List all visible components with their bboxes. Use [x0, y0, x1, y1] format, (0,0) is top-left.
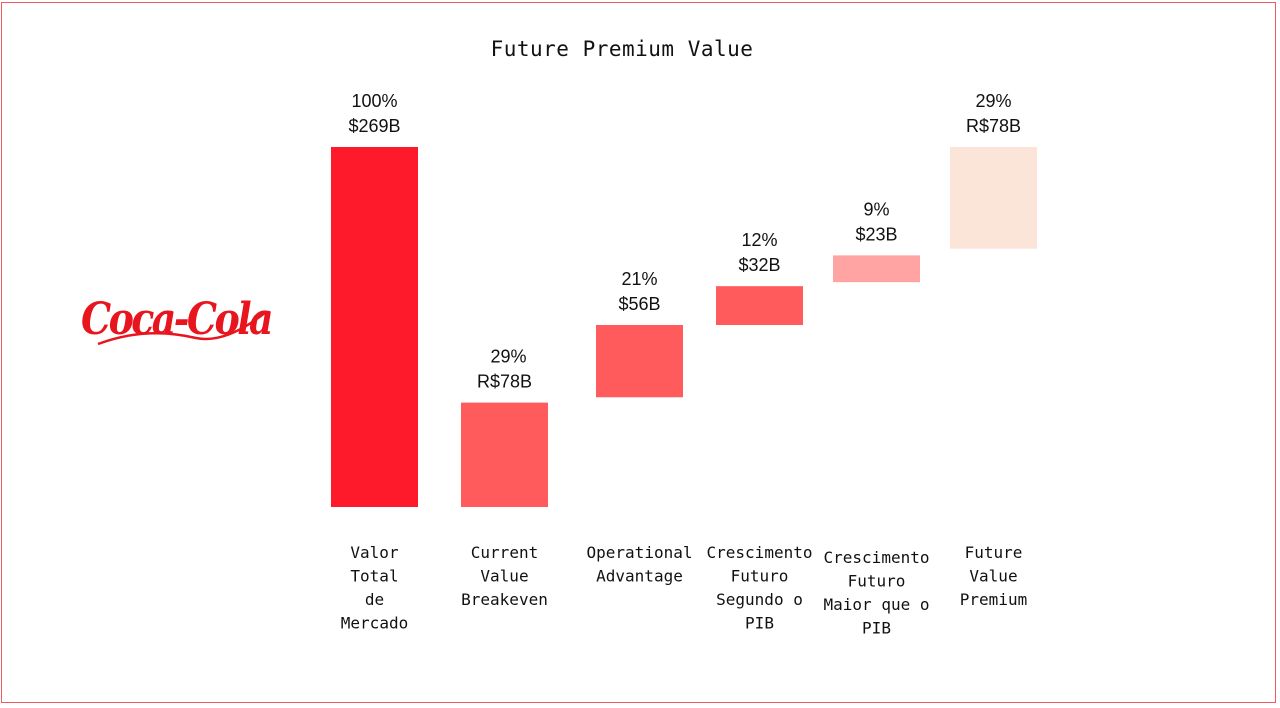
bar-value-label: $32B	[738, 255, 780, 275]
category-label: Value	[480, 567, 528, 586]
category-label: Mercado	[341, 614, 408, 633]
category-label: Total	[350, 567, 398, 586]
logo-swoosh	[97, 311, 267, 346]
category-label: Segundo o	[716, 590, 803, 609]
logo-text: Coca-Cola	[81, 294, 271, 345]
bar-pct-label: 9%	[863, 199, 889, 219]
category-label: Premium	[960, 590, 1027, 609]
category-label: Advantage	[596, 567, 683, 586]
bar-pct-label: 21%	[621, 269, 657, 289]
category-label: Operational	[587, 543, 693, 562]
bar-pct-label: 12%	[741, 230, 777, 250]
bar-pct-label: 29%	[975, 91, 1011, 111]
bar-4	[833, 255, 920, 283]
bar-1	[461, 402, 548, 507]
category-label: Future	[965, 543, 1023, 562]
coca-cola-logo: Coca-Cola	[81, 294, 274, 346]
category-label: Crescimento	[707, 543, 813, 562]
bar-3	[716, 286, 803, 325]
bar-2	[596, 324, 683, 398]
category-label: Current	[471, 543, 538, 562]
bar-value-label: $23B	[855, 224, 897, 244]
category-label: PIB	[862, 619, 891, 638]
bar-0	[331, 147, 418, 507]
category-label: Maior que o	[824, 595, 930, 614]
category-label: Valor	[350, 543, 399, 562]
category-label: Value	[969, 567, 1017, 586]
bar-pct-label: 100%	[351, 91, 397, 111]
bar-value-label: $269B	[348, 116, 400, 136]
bar-5	[950, 147, 1037, 249]
bar-value-label: $56B	[618, 294, 660, 314]
bar-pct-label: 29%	[490, 347, 526, 367]
bar-value-label: R$78B	[966, 116, 1021, 136]
category-label: PIB	[745, 614, 774, 633]
category-label: Futuro	[848, 572, 906, 591]
category-label: Breakeven	[461, 590, 548, 609]
bar-value-label: R$78B	[477, 372, 532, 392]
category-label: de	[365, 590, 384, 609]
chart-title: Future Premium Value	[490, 37, 754, 61]
category-label: Crescimento	[824, 548, 930, 567]
category-label: Futuro	[731, 567, 789, 586]
